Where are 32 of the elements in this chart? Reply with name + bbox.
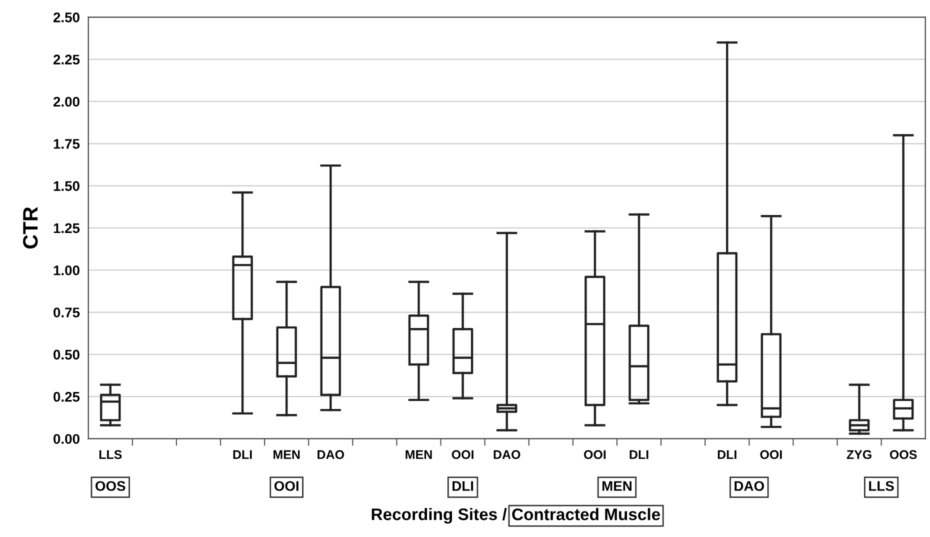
x-tick-label: OOS [890,450,917,460]
text: DLI [452,481,474,491]
text: OOI [274,481,298,491]
y-tick-label: 2.00 [53,96,80,107]
y-tick-label: 2.25 [53,54,80,65]
x-tick-label: MEN [406,450,432,459]
x-tick-label: DAO [318,450,344,460]
x-tick-label: OOI [584,450,606,460]
text: OOS [96,481,126,491]
y-axis-title: CTR [23,206,38,249]
x-axis-title: Recording Sites / Contracted Muscle [372,508,660,524]
y-tick-label: 2.50 [53,12,80,22]
y-tick-label: 1.50 [54,181,80,191]
x-tick-label: DAO [494,450,520,460]
y-tick-label: 1.00 [54,265,80,276]
x-tick-label: DLI [630,450,648,459]
text: LLS [869,481,894,491]
x-tick-label: DLI [233,450,252,459]
text: MEN [602,481,632,491]
y-tick-label: 0.25 [54,392,80,402]
x-tick-label: ZYG [846,450,872,460]
x-tick-label: DLI [718,450,736,459]
y-tick-label: 1.25 [54,223,80,234]
x-tick-label: LLS [99,450,122,460]
y-tick-label: 0.50 [54,350,80,360]
text: DAO [734,481,764,491]
x-tick-label: MEN [274,450,300,459]
x-tick-label: OOI [452,450,474,460]
y-tick-label: 1.75 [54,139,80,149]
y-tick-label: 0.75 [54,308,80,318]
x-tick-label: OOI [760,450,782,460]
y-tick-label: 0.00 [54,434,80,444]
